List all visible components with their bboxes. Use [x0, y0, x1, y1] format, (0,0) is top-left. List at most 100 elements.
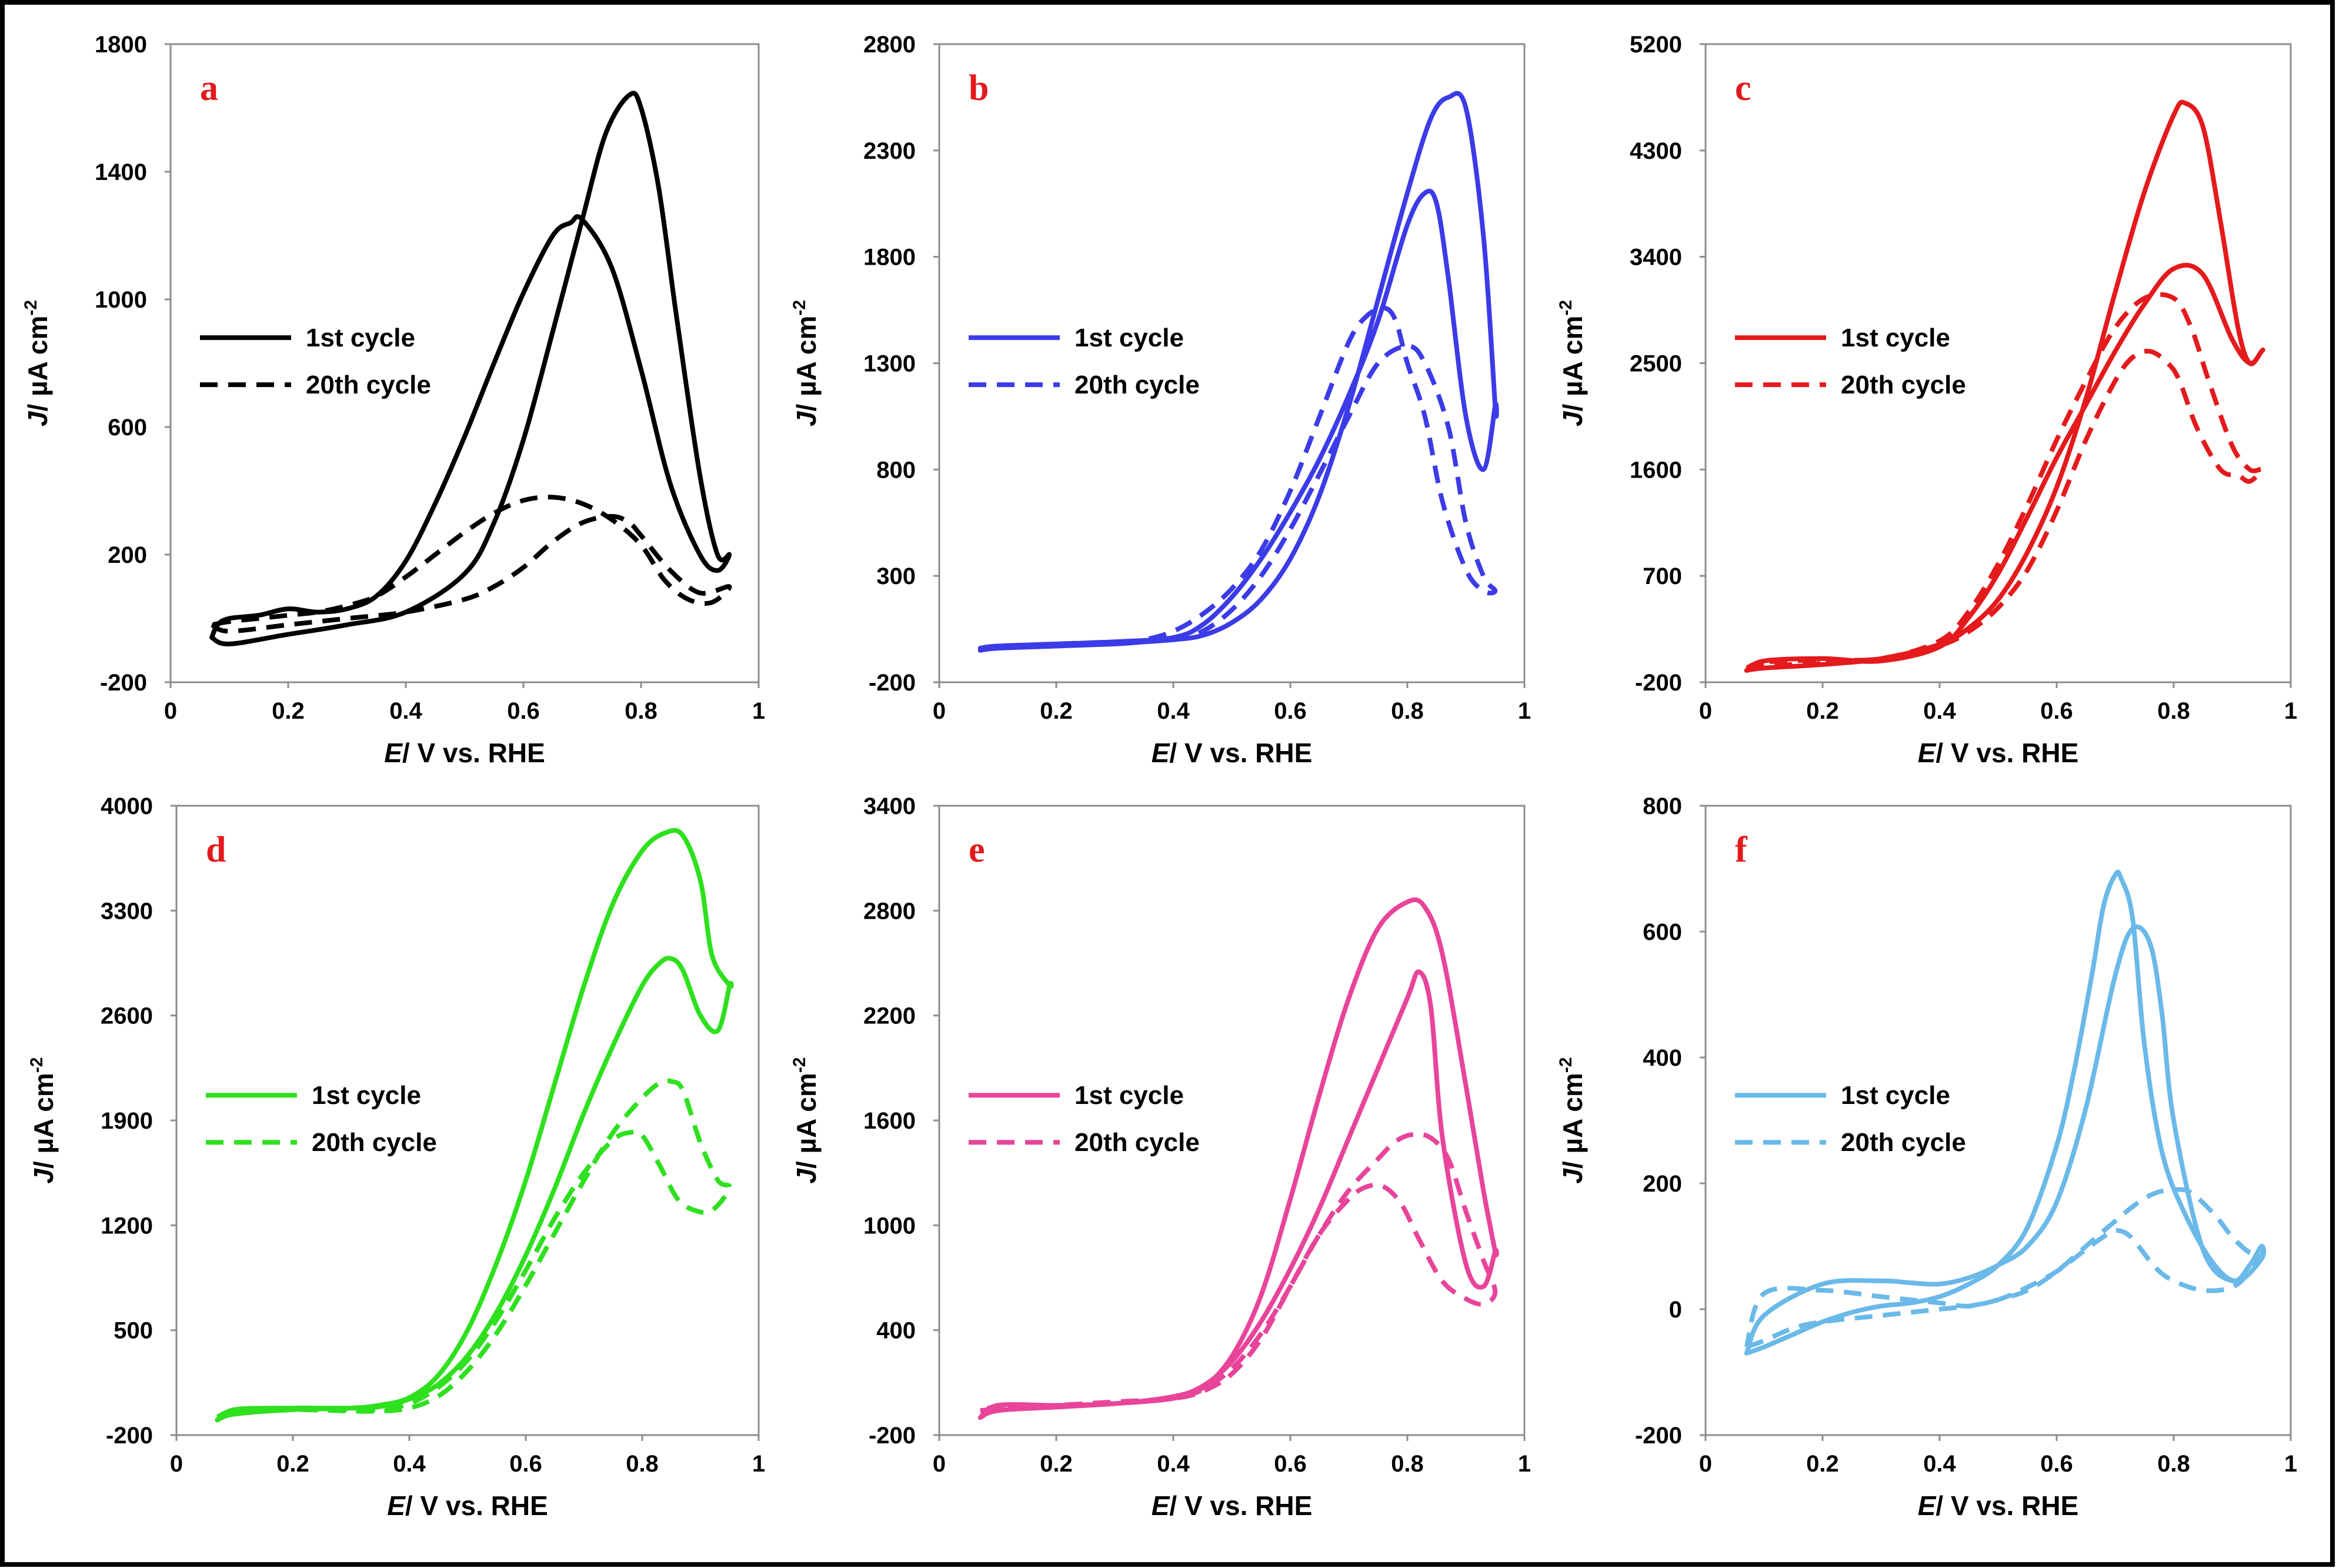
y-tick-label: 2800 — [863, 898, 916, 924]
x-tick-label: 0.8 — [626, 1451, 659, 1477]
x-tick-label: 0.6 — [1274, 1451, 1307, 1477]
x-tick-label: 0.4 — [1157, 1451, 1190, 1477]
x-tick-label: 0.4 — [1923, 1451, 1956, 1477]
y-axis-label-superscript: -2 — [1556, 300, 1576, 316]
legend-label-twentieth-cycle: 20th cycle — [1841, 371, 1966, 399]
x-axis-label-symbol: E — [1918, 1490, 1937, 1521]
y-axis-label-symbol: J — [28, 1168, 59, 1184]
plot-area-f — [1704, 805, 2292, 1436]
y-tick-label: 600 — [108, 415, 147, 441]
x-axis-label-text: / V vs. RHE — [1935, 738, 2078, 768]
legend-label-first-cycle: 1st cycle — [1074, 323, 1184, 352]
y-axis-label-superscript: -2 — [790, 1057, 809, 1073]
y-axis-label-superscript: -2 — [27, 1057, 46, 1073]
y-tick-label: -200 — [1635, 670, 1682, 696]
y-tick-label: 1900 — [101, 1108, 153, 1134]
y-tick-label: 200 — [1643, 1171, 1682, 1197]
x-tick-label: 0 — [933, 1451, 946, 1477]
y-axis-label: J/ µA cm-2 — [790, 1057, 822, 1183]
y-axis-label-symbol: J — [1557, 411, 1588, 426]
panel-letter-d: d — [206, 830, 226, 870]
y-axis-label-superscript: -2 — [21, 300, 41, 316]
x-tick-label: 0.2 — [1806, 698, 1839, 724]
x-axis-label-symbol: E — [1152, 738, 1170, 768]
panel-letter-c: c — [1735, 68, 1751, 108]
y-tick-label: 5200 — [1630, 32, 1682, 58]
y-tick-label: -200 — [1635, 1423, 1682, 1449]
series-line-twentieth-cycle — [980, 305, 1498, 651]
x-tick-label: 0.8 — [2157, 698, 2190, 724]
series-line-twentieth-cycle — [1744, 1187, 2264, 1349]
y-tick-label: 3400 — [863, 793, 916, 819]
y-tick-label: -200 — [869, 1423, 916, 1449]
y-axis-label: J/ µA cm-2 — [790, 300, 822, 426]
x-axis-label: E/ V vs. RHE — [387, 1490, 548, 1521]
x-tick-label: 1 — [1518, 698, 1531, 724]
panel-c: 0 0.2 0.4 0.6 0.8 1 -200 700 1600 2500 3400 4300 520… — [1556, 32, 2297, 768]
legend-label-twentieth-cycle: 20th cycle — [312, 1128, 437, 1157]
x-tick-label: 0 — [170, 1451, 183, 1477]
x-axis-label-symbol: E — [1152, 1490, 1170, 1521]
x-axis-label: E/ V vs. RHE — [1152, 1490, 1313, 1521]
y-axis-label-text: / µA cm — [22, 316, 53, 412]
legend-label-first-cycle: 1st cycle — [306, 323, 415, 352]
y-axis-label-symbol: J — [791, 411, 822, 426]
panel-letter-f: f — [1735, 830, 1748, 870]
x-axis-label-symbol: E — [387, 1490, 406, 1521]
x-axis-label: E/ V vs. RHE — [1918, 1490, 2079, 1521]
x-axis-label-text: / V vs. RHE — [1169, 738, 1312, 768]
x-tick-label: 1 — [752, 698, 765, 724]
series-line-twentieth-cycle — [979, 1132, 1498, 1413]
panel-b: 0 0.2 0.4 0.6 0.8 1 -200 300 800 1300 1800 2300 2800… — [790, 32, 1531, 768]
y-axis-label: J/ µA cm-2 — [21, 300, 53, 426]
y-tick-label: 500 — [114, 1318, 153, 1344]
x-axis-label-text: / V vs. RHE — [1935, 1490, 2078, 1521]
x-tick-label: 0.8 — [625, 698, 658, 724]
legend-label-twentieth-cycle: 20th cycle — [1074, 371, 1200, 399]
x-tick-label: 0.2 — [1806, 1451, 1839, 1477]
legend-label-first-cycle: 1st cycle — [1841, 323, 1950, 352]
y-axis-label-text: / µA cm — [791, 316, 822, 412]
series-line-first-cycle — [977, 91, 1499, 653]
y-tick-label: -200 — [869, 670, 916, 696]
x-tick-label: 0.4 — [389, 698, 422, 724]
panel-letter-b: b — [969, 68, 989, 108]
y-tick-label: 4300 — [1630, 138, 1682, 164]
series-line-first-cycle — [1744, 869, 2267, 1356]
panel-a: 0 0.2 0.4 0.6 0.8 1 -200 200 600 1000 1400 1800 E/ V… — [21, 32, 765, 768]
y-tick-label: 2800 — [863, 32, 916, 58]
series-line-first-cycle — [1744, 99, 2265, 673]
x-axis-label-text: / V vs. RHE — [402, 738, 545, 768]
y-axis-label-superscript: -2 — [1556, 1057, 1576, 1073]
y-axis-label-superscript: -2 — [790, 300, 809, 316]
series-line-twentieth-cycle — [211, 495, 732, 634]
y-tick-label: 2200 — [863, 1003, 916, 1029]
x-axis-label-symbol: E — [1918, 738, 1937, 768]
series-line-first-cycle — [209, 91, 732, 646]
legend-label-twentieth-cycle: 20th cycle — [306, 371, 431, 399]
x-tick-label: 0.2 — [272, 698, 305, 724]
series-line-first-cycle — [215, 828, 734, 1423]
x-tick-label: 0.6 — [1274, 698, 1307, 724]
x-tick-label: 0 — [1699, 1451, 1712, 1477]
y-tick-label: -200 — [106, 1423, 153, 1449]
y-tick-label: 400 — [1643, 1045, 1682, 1071]
y-tick-label: 1000 — [95, 287, 147, 313]
y-axis-label: J/ µA cm-2 — [27, 1057, 59, 1183]
y-tick-label: 600 — [1643, 919, 1682, 945]
x-axis-label-symbol: E — [384, 738, 403, 768]
panel-f: 0 0.2 0.4 0.6 0.8 1 -200 0 200 400 600 800 E/ V vs. … — [1556, 793, 2297, 1521]
panel-d: 0 0.2 0.4 0.6 0.8 1 -200 500 1200 1900 2600 3300 400… — [27, 793, 765, 1521]
y-tick-label: 1200 — [101, 1213, 153, 1239]
y-tick-label: 1000 — [863, 1213, 916, 1239]
y-tick-label: 800 — [876, 457, 916, 483]
x-tick-label: 1 — [1518, 1451, 1531, 1477]
y-tick-label: 2500 — [1630, 351, 1682, 377]
x-tick-label: 0.2 — [276, 1451, 309, 1477]
x-axis-label: E/ V vs. RHE — [1152, 738, 1313, 768]
x-tick-label: 0 — [164, 698, 177, 724]
y-tick-label: 1600 — [1630, 457, 1682, 483]
legend-label-twentieth-cycle: 20th cycle — [1074, 1128, 1200, 1157]
legend-label-first-cycle: 1st cycle — [312, 1081, 421, 1110]
